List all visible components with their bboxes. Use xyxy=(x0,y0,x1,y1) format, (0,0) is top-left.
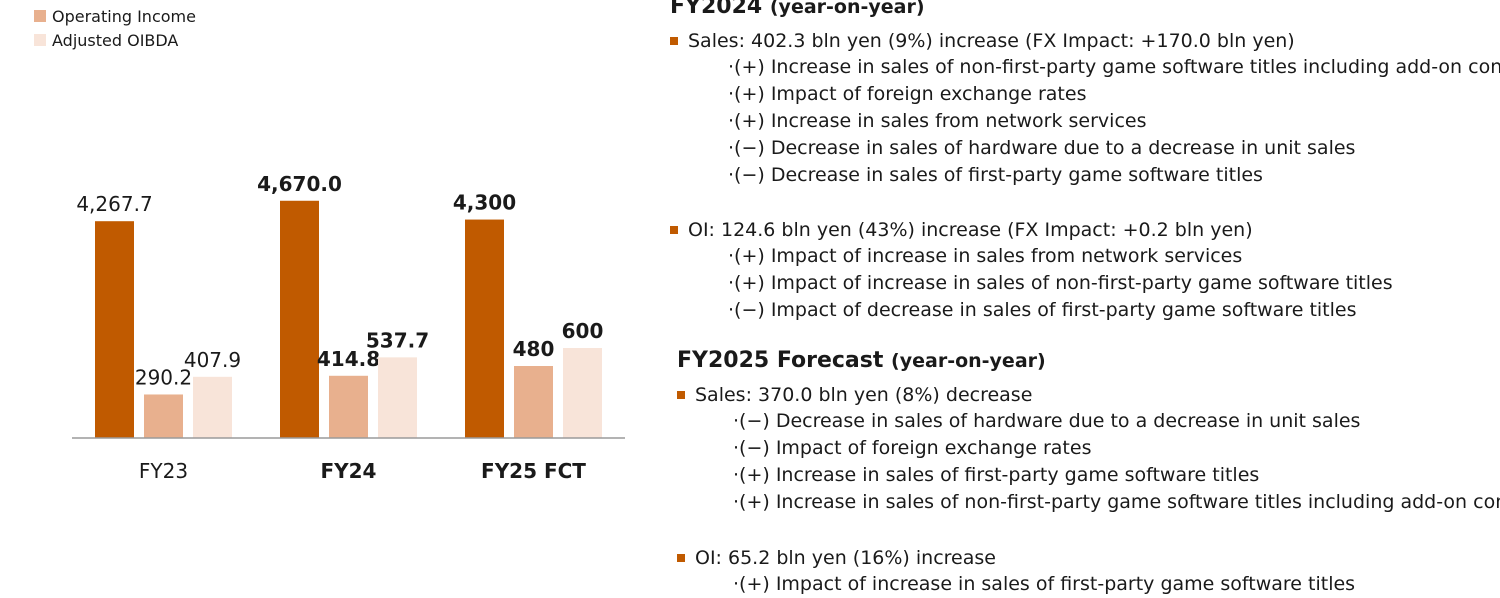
legend-label: Operating Income xyxy=(52,6,196,26)
data-label: 480 xyxy=(513,337,555,361)
fy2024-sales-head: Sales: 402.3 bln yen (9%) increase (FX I… xyxy=(670,30,1500,52)
fy2025-sales-item: ·(−) Decrease in sales of hardware due t… xyxy=(733,410,1361,432)
fy2025-title-suffix: (year-on-year) xyxy=(891,350,1046,372)
fy2025-oi-item: ·(+) Impact of increase in sales of firs… xyxy=(733,573,1356,595)
data-label: 537.7 xyxy=(366,328,429,352)
legend-swatch-adjusted-oibda xyxy=(34,34,46,46)
fy2024-oi-item: ·(−) Impact of decrease in sales of firs… xyxy=(728,299,1357,321)
fy2024-sales-item: ·(+) Increase in sales of non-first-part… xyxy=(728,56,1500,78)
fy2025-title: FY2025 Forecast (year-on-year) xyxy=(677,348,1046,373)
data-label: 4,670.0 xyxy=(257,172,342,196)
bar xyxy=(465,219,504,438)
bar xyxy=(329,375,368,438)
fy2024-sales-block: Sales: 402.3 bln yen (9%) increase (FX I… xyxy=(670,30,1500,189)
fy2024-oi-item: ·(+) Impact of increase in sales from ne… xyxy=(728,245,1243,267)
legend-label: Adjusted OIBDA xyxy=(52,30,179,50)
fy2025-sales-item: ·(+) Increase in sales of first-party ga… xyxy=(733,464,1260,486)
fy2025-oi-head: OI: 65.2 bln yen (16%) increase xyxy=(677,547,1355,569)
data-label: 4,300 xyxy=(453,191,516,215)
legend-item-operating-income: Operating Income xyxy=(34,4,196,28)
fy2024-title-suffix: (year-on-year) xyxy=(769,0,925,18)
fy2024-sales-item: ·(−) Decrease in sales of hardware due t… xyxy=(728,137,1356,159)
fy2024-title: FY2024 (year-on-year) xyxy=(670,0,925,19)
data-label: 4,267.7 xyxy=(76,192,152,216)
fy2025-sales-head-text: Sales: 370.0 bln yen (8%) decrease xyxy=(695,384,1033,406)
data-label: 290.2 xyxy=(135,365,192,389)
fy2024-title-text: FY2024 xyxy=(670,0,763,19)
fy2025-panel: FY2025 Forecast (year-on-year) xyxy=(677,348,1046,373)
category-label: FY25 FCT xyxy=(481,459,586,483)
legend-swatch-operating-income xyxy=(34,10,46,22)
data-label: 600 xyxy=(562,319,604,343)
fy2024-oi-item: ·(+) Impact of increase in sales of non-… xyxy=(728,272,1393,294)
fy2025-sales-item: ·(−) Impact of foreign exchange rates xyxy=(733,437,1092,459)
fy2024-sales-item: ·(+) Impact of foreign exchange rates xyxy=(728,83,1087,105)
fy2024-oi-block: OI: 124.6 bln yen (43%) increase (FX Imp… xyxy=(670,219,1393,324)
fy2024-sales-item: ·(−) Decrease in sales of first-party ga… xyxy=(728,164,1263,186)
chart-legend: Operating Income Adjusted OIBDA xyxy=(34,4,196,52)
bullet-square-icon xyxy=(677,391,685,399)
fy2025-sales-block: Sales: 370.0 bln yen (8%) decrease ·(−) … xyxy=(677,384,1500,516)
fy2024-oi-head: OI: 124.6 bln yen (43%) increase (FX Imp… xyxy=(670,219,1393,241)
fy2024-oi-head-text: OI: 124.6 bln yen (43%) increase (FX Imp… xyxy=(688,219,1253,241)
bar xyxy=(378,357,417,438)
bar xyxy=(280,200,319,438)
data-label: 407.9 xyxy=(184,348,241,372)
bar xyxy=(144,394,183,438)
category-label: FY24 xyxy=(321,459,377,483)
fy2024-sales-item: ·(+) Increase in sales from network serv… xyxy=(728,110,1147,132)
fy2025-sales-item: ·(+) Increase in sales of non-first-part… xyxy=(733,491,1500,513)
data-label: 414.8 xyxy=(317,347,380,371)
bar xyxy=(563,348,602,438)
bar xyxy=(193,376,232,438)
bar xyxy=(514,366,553,438)
fy2025-sales-head: Sales: 370.0 bln yen (8%) decrease xyxy=(677,384,1500,406)
bullet-square-icon xyxy=(670,226,678,234)
fy2025-oi-block: OI: 65.2 bln yen (16%) increase ·(+) Imp… xyxy=(677,547,1355,598)
fy2025-title-text: FY2025 Forecast xyxy=(677,348,884,373)
category-label: FY23 xyxy=(139,459,188,483)
fy2025-oi-head-text: OI: 65.2 bln yen (16%) increase xyxy=(695,547,996,569)
bullet-square-icon xyxy=(677,554,685,562)
bullet-square-icon xyxy=(670,37,678,45)
fy2024-sales-head-text: Sales: 402.3 bln yen (9%) increase (FX I… xyxy=(688,30,1295,52)
bar xyxy=(95,221,134,438)
legend-item-adjusted-oibda: Adjusted OIBDA xyxy=(34,28,196,52)
fy2024-panel: FY2024 (year-on-year) xyxy=(670,0,925,19)
